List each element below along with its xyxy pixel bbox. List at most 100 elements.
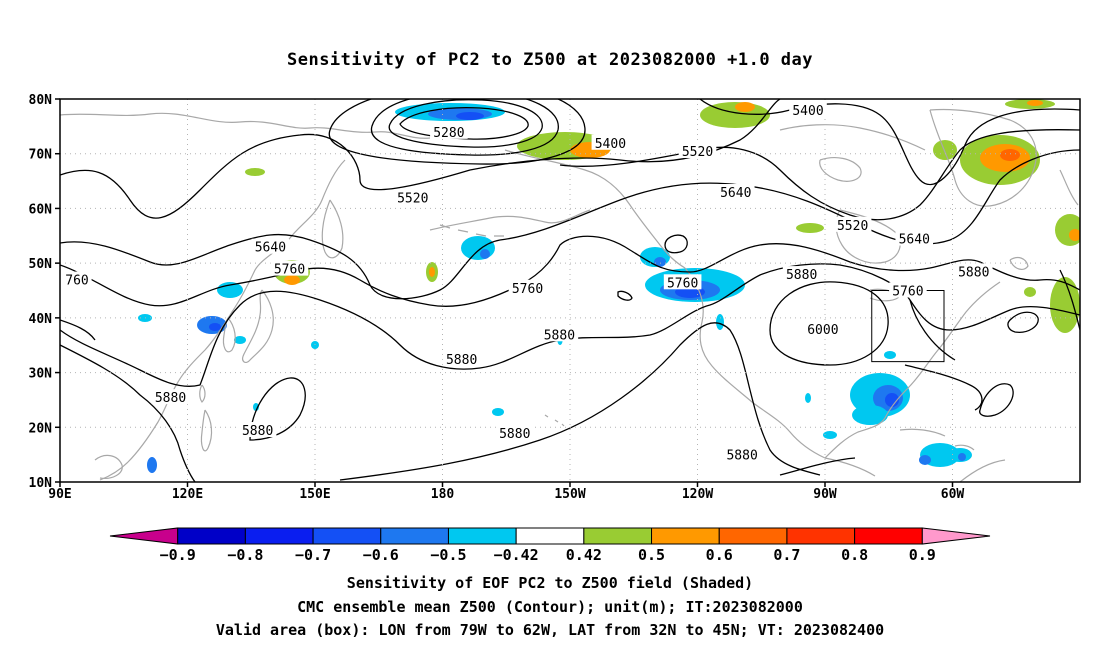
contour-labels: 5400 5280 5400 5520 5520 5640 5520 5640 5640 5760… (62, 101, 993, 464)
lat-label: 40N (29, 312, 53, 327)
contour-label-bg (540, 326, 579, 342)
contour-label-bg (270, 260, 309, 276)
lon-label: 180 (431, 487, 455, 502)
colorbar-tick-label: 0.8 (841, 546, 868, 564)
lon-label: 120W (682, 487, 713, 502)
contour-label-bg (789, 101, 827, 117)
contour-label: 5640 (899, 233, 930, 248)
colorbar-segment (786, 527, 856, 545)
contour-label: 5640 (720, 186, 751, 201)
lat-axis: 80N 70N 60N 50N 40N 30N 20N 10N (29, 93, 60, 491)
contour-label: 5520 (397, 191, 428, 206)
colorbar-segment (244, 527, 314, 545)
lat-label: 60N (29, 202, 53, 217)
colorbar-segment (312, 527, 382, 545)
colorbar-segment (718, 527, 788, 545)
contour-label-bg (62, 271, 92, 287)
z500-contours (60, 99, 1080, 482)
contour-label-bg (678, 142, 717, 158)
colorbar-tick-label: −0.5 (430, 546, 466, 564)
coastlines (60, 108, 1079, 482)
contour-label: 5400 (792, 104, 823, 119)
contour-label: 5760 (892, 285, 923, 300)
colorbar-tick-label: 0.7 (773, 546, 800, 564)
contour-label: 5640 (255, 241, 286, 256)
contour-label: 5880 (155, 391, 186, 406)
contour-label-bg (723, 446, 761, 462)
caption-shading: Sensitivity of EOF PC2 to Z500 field (Sh… (346, 574, 754, 592)
lon-label: 90W (813, 487, 837, 502)
contour-label-bg (833, 216, 872, 232)
contour-label-bg (782, 266, 821, 282)
colorbar-segment (447, 527, 517, 545)
contour-label-bg (430, 123, 468, 139)
contour-label-bg (889, 282, 927, 298)
lon-label: 150E (299, 487, 330, 502)
lat-label: 80N (29, 93, 53, 108)
caption-valid-area: Valid area (box): LON from 79W to 62W, L… (215, 621, 885, 639)
contour-label-bg (508, 279, 547, 295)
contour-label: 6000 (807, 323, 838, 338)
colorbar-segment (651, 527, 720, 545)
lon-label: 120E (172, 487, 203, 502)
contour-label: 5880 (446, 353, 477, 368)
contour-label-bg (393, 189, 432, 205)
contour-label-bg (663, 274, 702, 290)
colorbar-arrow-high (921, 527, 991, 545)
contour-label: 5880 (544, 328, 575, 343)
contour-label: 5400 (595, 137, 626, 152)
contour-label-bg (804, 320, 842, 336)
contour-label: 5880 (786, 268, 817, 283)
colorbar-tick-label: −0.8 (227, 546, 263, 564)
colorbar-tick-label: −0.6 (363, 546, 399, 564)
contour-label: 5880 (958, 265, 989, 280)
contour-label: 5880 (499, 427, 530, 442)
colorbar-tick-label: −0.9 (160, 546, 196, 564)
contour-label-bg (895, 230, 934, 246)
colorbar-tick-label: −0.7 (295, 546, 331, 564)
contour-label: 5760 (667, 276, 698, 291)
lat-label: 70N (29, 148, 53, 163)
contour-label: 5520 (837, 219, 868, 234)
colorbar-tick-label: 0.5 (638, 546, 665, 564)
colorbar-segment (854, 527, 923, 545)
contour-label: 5880 (242, 424, 273, 439)
colorbar-segment (380, 527, 449, 545)
colorbar-segment (583, 527, 653, 545)
lon-label: 60W (941, 487, 965, 502)
contour-label-bg (591, 134, 630, 150)
caption-contour: CMC ensemble mean Z500 (Contour); unit(m… (297, 598, 803, 616)
lon-label: 90E (48, 487, 71, 502)
contour-label-bg (716, 184, 755, 200)
page-title: Sensitivity of PC2 to Z500 at 2023082000… (286, 50, 813, 70)
contour-label: 760 (65, 274, 88, 289)
colorbar-tick-label: 0.6 (706, 546, 733, 564)
contour-label: 5760 (512, 282, 543, 297)
colorbar-segment (515, 527, 585, 545)
lat-label: 30N (29, 367, 53, 382)
contour-label-bg (954, 263, 993, 279)
colorbar-segment (177, 527, 246, 545)
contour-label: 5760 (274, 263, 305, 278)
contour-label: 5520 (682, 145, 713, 160)
colorbar-tick-label: 0.9 (909, 546, 936, 564)
colorbar-tick-label: 0.42 (566, 546, 602, 564)
contour-label-bg (151, 389, 190, 405)
colorbar: −0.9 −0.8 −0.7 −0.6 −0.5 −0.42 0.42 0.5 0.6 0.7 0.… (109, 527, 991, 564)
colorbar-arrow-low (109, 527, 179, 545)
lon-label: 150W (554, 487, 585, 502)
contour-label: 5880 (726, 449, 757, 464)
lat-label: 50N (29, 257, 53, 272)
lat-lon-gridlines (60, 99, 1080, 482)
lat-label: 10N (29, 476, 53, 491)
sensitivity-shading (138, 99, 1080, 473)
lat-label: 20N (29, 421, 53, 436)
contour-label-bg (442, 350, 481, 366)
colorbar-tick-label: −0.42 (494, 546, 539, 564)
contour-label-bg (251, 238, 290, 254)
lon-axis: 90E 120E 150E 180 150W 120W 90W 60W (48, 482, 964, 502)
contour-label-bg (495, 424, 534, 440)
contour-label: 5280 (433, 126, 464, 141)
contour-label-bg (238, 422, 277, 438)
